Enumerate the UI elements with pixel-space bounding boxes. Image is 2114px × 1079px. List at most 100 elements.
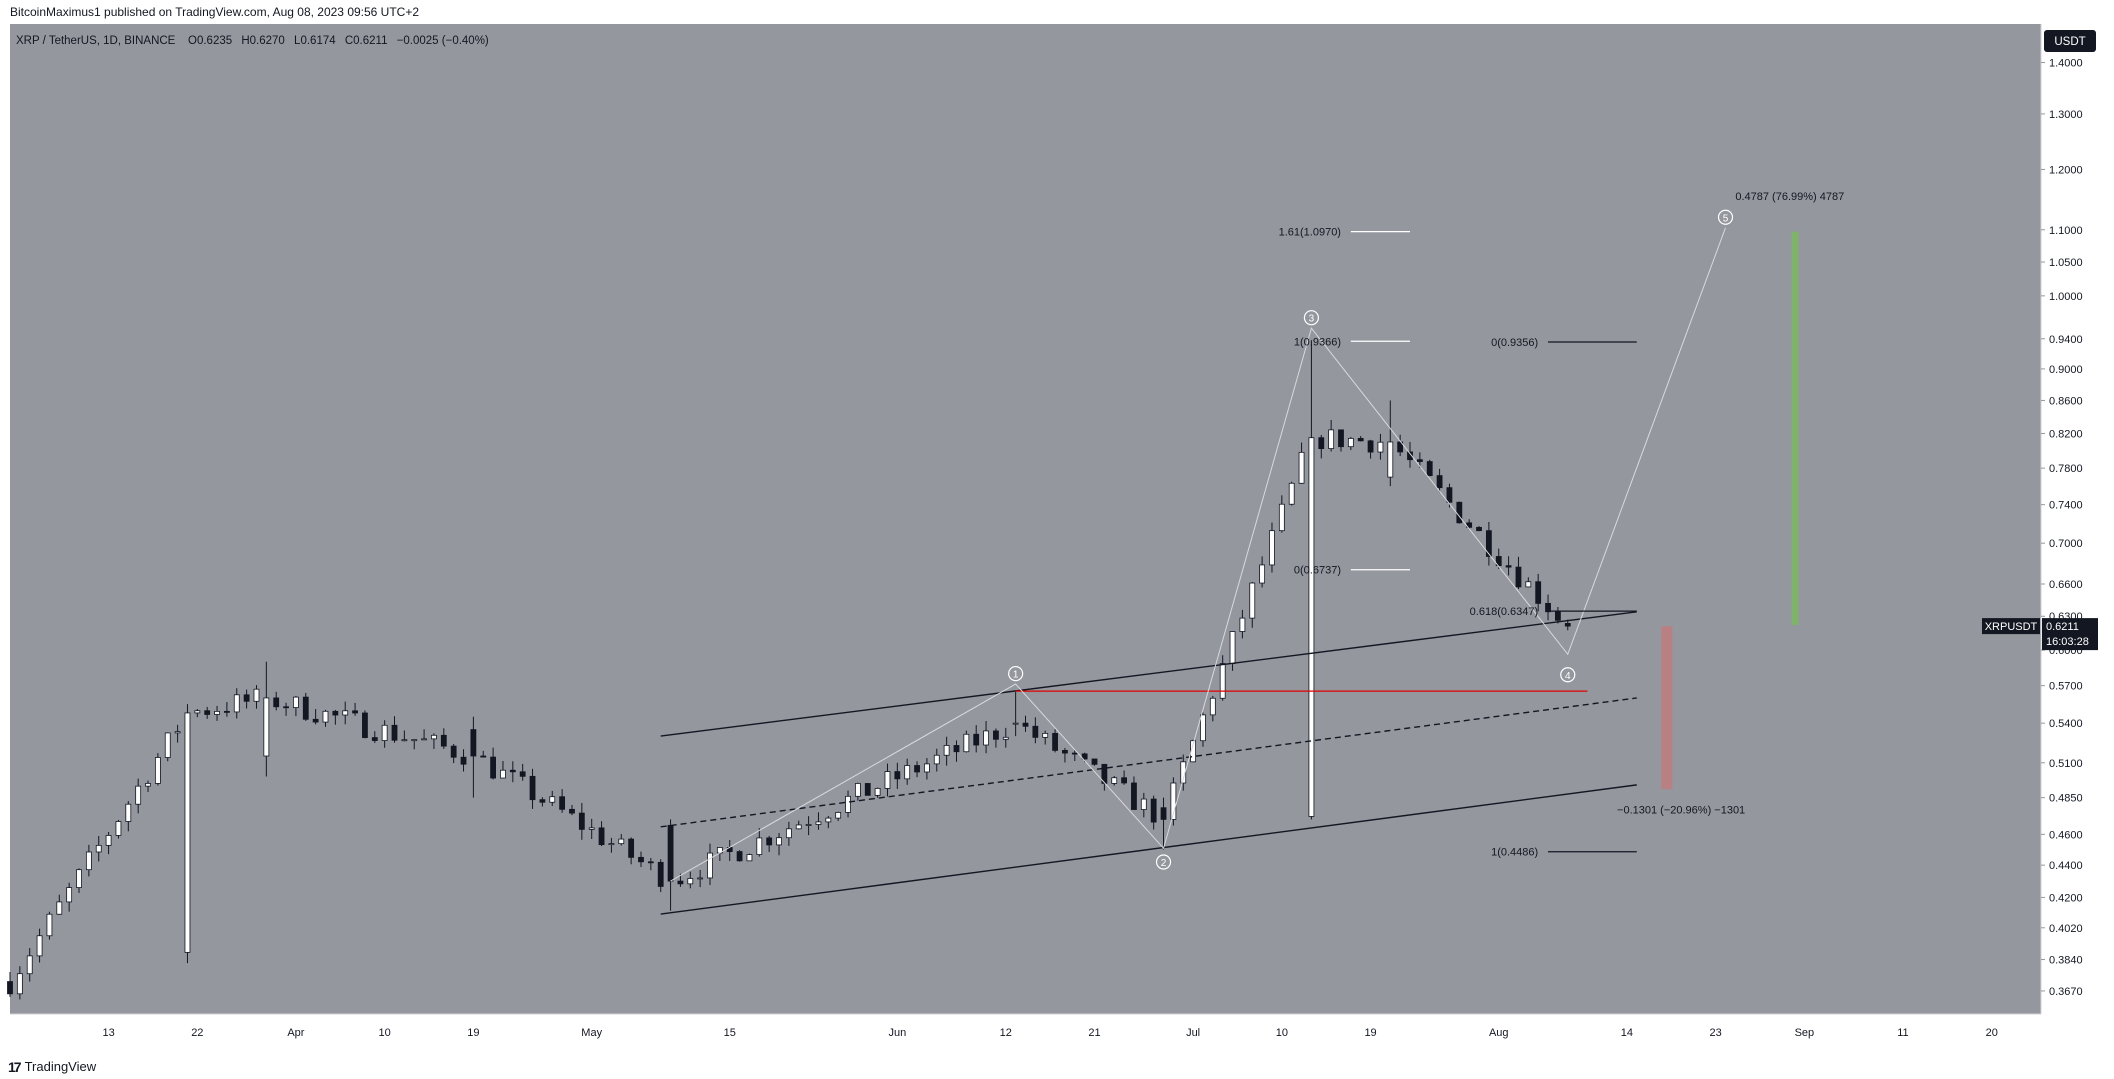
candle-body	[845, 795, 851, 813]
candle-body	[993, 730, 999, 740]
svg-text:2: 2	[1161, 858, 1167, 869]
candle-body	[1180, 761, 1187, 784]
candle-body	[618, 838, 625, 845]
candle-body	[194, 710, 201, 714]
tradingview-logo-icon: 17	[8, 1058, 22, 1075]
footer[interactable]: 17 TradingView	[8, 1054, 96, 1079]
candle-body	[785, 828, 792, 839]
candle-body	[1426, 461, 1433, 476]
candle-body	[825, 817, 832, 823]
candle-body	[1140, 798, 1147, 810]
time-axis[interactable]: 13 22 Apr 10 19 May 15 Jun 12 21 Jul 10 19 Aug 14 23 Sep…	[102, 1027, 1997, 1039]
candle-body	[1535, 581, 1542, 604]
candle-body	[293, 696, 299, 708]
svg-text:1: 1	[1013, 670, 1019, 681]
y-tick-label: 1.0000	[2049, 291, 2083, 303]
risk-bar	[1661, 626, 1673, 790]
candle-body	[638, 856, 644, 863]
candle-body	[253, 688, 260, 702]
candle-body	[342, 710, 349, 716]
candle-body	[1308, 437, 1315, 817]
price-tag: XRPUSDT 0.6211 16:03:28	[1982, 618, 2098, 651]
candle-body	[1564, 623, 1571, 627]
candle-body	[697, 877, 704, 880]
countdown-label: 16:03:28	[2046, 636, 2089, 648]
candle-body	[914, 765, 920, 773]
x-tick-label: Aug	[1489, 1027, 1509, 1039]
last-price-tag	[2042, 618, 2098, 651]
candle-body	[362, 712, 368, 738]
y-tick-label: 0.9400	[2049, 334, 2083, 346]
y-tick-label: 0.4400	[2049, 860, 2083, 872]
candle-body	[1160, 807, 1167, 820]
candle-body	[874, 788, 881, 796]
candle-body	[1328, 429, 1335, 449]
candle-body	[411, 739, 418, 742]
candle-body	[578, 812, 585, 830]
candle-body	[1505, 565, 1512, 568]
candle-body	[1121, 777, 1127, 784]
candle-body	[628, 838, 635, 858]
fib-left-label: 1.61(1.0970)	[1279, 227, 1341, 239]
brand-name: TradingView	[24, 1059, 97, 1074]
x-tick-label: 15	[724, 1027, 736, 1039]
x-tick-label: 19	[467, 1027, 479, 1039]
candle-body	[854, 783, 861, 797]
y-tick-label: 0.3670	[2049, 986, 2083, 998]
x-tick-label: Apr	[287, 1027, 304, 1039]
candle-body	[322, 710, 329, 723]
candle-body	[1278, 503, 1285, 532]
y-tick-label: 0.7800	[2049, 463, 2083, 475]
candle-body	[1357, 438, 1364, 442]
svg-text:4: 4	[1565, 671, 1571, 682]
candle-body	[1545, 603, 1551, 613]
candle-body	[263, 697, 270, 757]
candle-body	[509, 769, 516, 773]
ticker-tag-label: XRPUSDT	[1985, 621, 2038, 633]
candle-body	[894, 771, 901, 780]
candle-body	[1269, 530, 1275, 566]
candle-body	[815, 821, 822, 825]
currency-button[interactable]: USDT	[2044, 30, 2096, 52]
fib-left-label: 1(0.9366)	[1294, 336, 1341, 348]
candle-body	[1249, 582, 1256, 619]
x-tick-label: Sep	[1795, 1027, 1815, 1039]
candle-body	[145, 783, 151, 787]
candle-body	[500, 769, 506, 779]
chart-area[interactable]: 1 2 3 4 5 1.61(1.0970) 1(0.9366) 0(0.6737) 0(0.9…	[0, 24, 2114, 1054]
price-chart[interactable]: 123451.61(1.0970)1(0.9366)0(0.6737)0(0.9…	[0, 24, 2114, 1054]
candle-body	[56, 901, 63, 915]
candle-body	[1209, 697, 1216, 716]
candle-body	[233, 694, 240, 713]
candle-body	[963, 733, 970, 753]
candle-body	[1397, 441, 1404, 453]
candle-body	[1002, 736, 1009, 740]
fib-right-label: 0(0.9356)	[1491, 337, 1538, 349]
last-price-label: 0.6211	[2046, 621, 2079, 633]
candle-body	[431, 734, 437, 740]
candle-body	[273, 697, 280, 708]
fib-right-label: 0.618(0.6347)	[1470, 606, 1539, 618]
wave-label-4: 4	[1560, 667, 1576, 683]
target-bar	[1791, 231, 1799, 626]
candle-body	[795, 824, 802, 830]
candle-body	[66, 887, 73, 903]
x-tick-label: 23	[1710, 1027, 1722, 1039]
candle-body	[1515, 566, 1522, 588]
candle-body	[490, 756, 497, 779]
candle-body	[1012, 722, 1019, 725]
x-tick-label: 14	[1621, 1027, 1633, 1039]
wave-label-3: 3	[1303, 310, 1320, 326]
x-tick-label: 21	[1088, 1027, 1100, 1039]
candle-body	[470, 729, 477, 757]
x-tick-label: Jul	[1186, 1027, 1200, 1039]
candle-body	[1101, 763, 1108, 784]
y-tick-label: 1.3000	[2049, 109, 2083, 121]
candle-body	[26, 955, 33, 975]
x-tick-label: 19	[1364, 1027, 1376, 1039]
y-tick-label: 1.0500	[2049, 257, 2083, 269]
candle-body	[943, 745, 950, 756]
candle-body	[924, 763, 930, 773]
svg-text:5: 5	[1723, 213, 1729, 224]
y-tick-label: 0.4020	[2049, 923, 2083, 935]
